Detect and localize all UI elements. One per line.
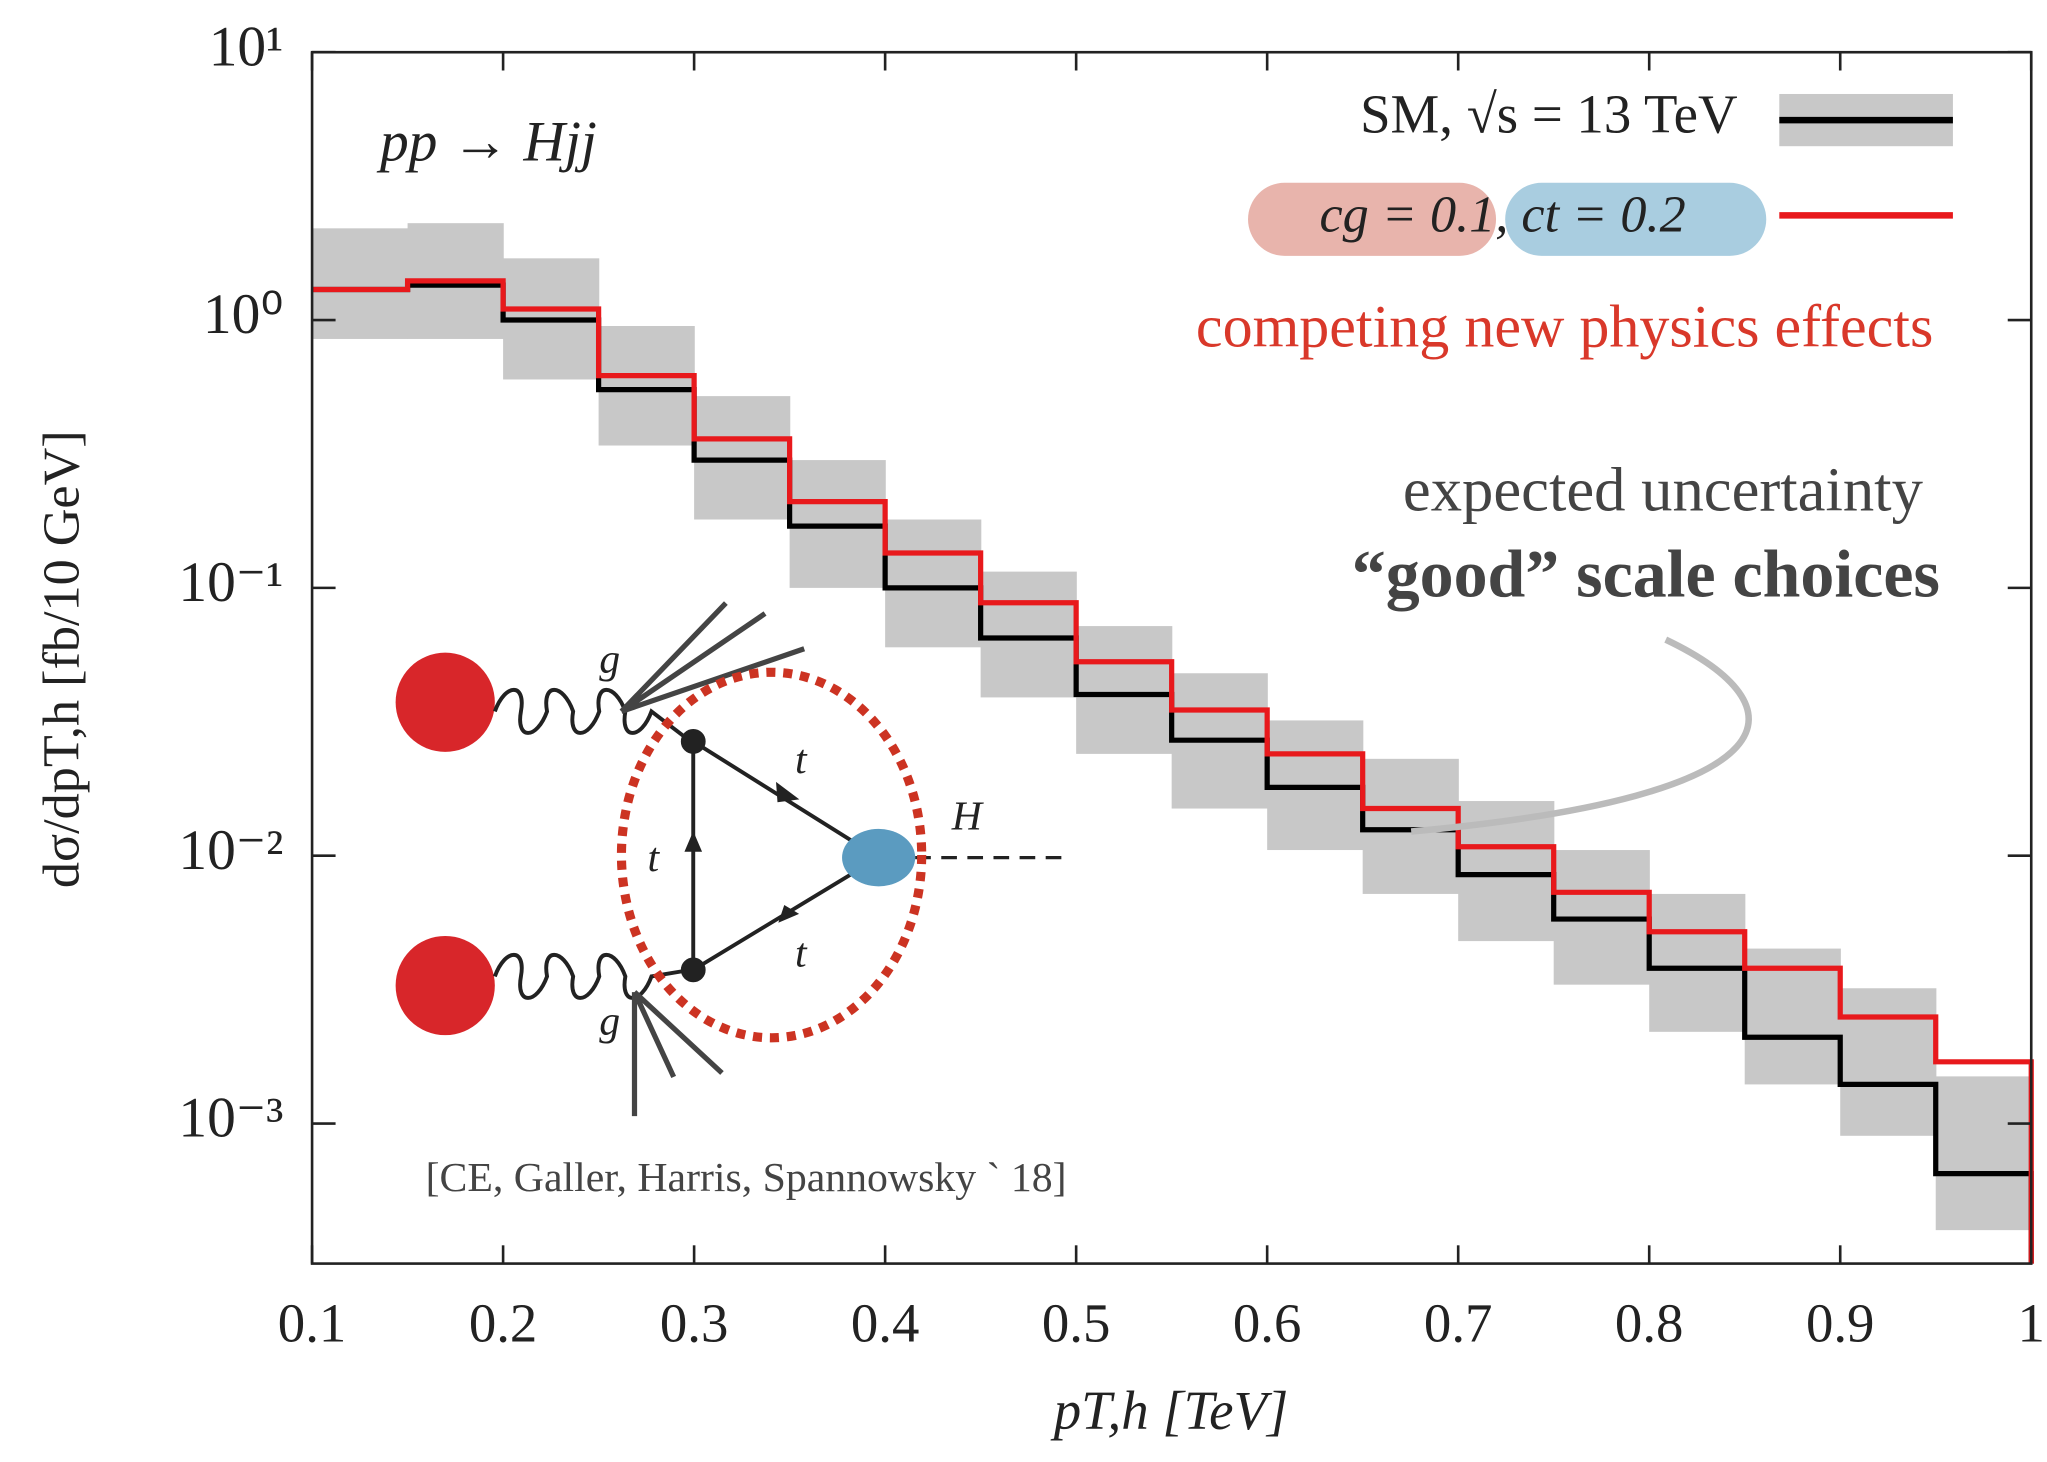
diagram-labels: g g t t t H: [599, 637, 984, 1045]
y-axis-label: dσ/dpT,h [fb/10 GeV]: [33, 430, 91, 888]
x-tick-label: 0.9: [1806, 1292, 1875, 1353]
y-tick-label: 10⁻¹: [178, 551, 283, 614]
band-bin: [598, 326, 695, 446]
diagram-label: t: [648, 835, 661, 881]
particle-blob: [395, 652, 495, 752]
x-tick-label: 0.1: [278, 1292, 347, 1353]
legend-pill: [1248, 182, 1497, 256]
y-tick-label: 10⁰: [203, 283, 283, 346]
process-label: pp → Hjj: [376, 111, 597, 174]
x-axis-label: pT,h [TeV]: [1050, 1380, 1289, 1441]
series-line: [312, 282, 2034, 1264]
x-tick-label: 0.4: [851, 1292, 920, 1353]
jets: [619, 601, 806, 1117]
diagram-label: H: [951, 793, 985, 839]
x-tick-label: 1: [2018, 1292, 2045, 1353]
legend-label: cg = 0.1, ct = 0.2: [1319, 185, 1685, 243]
effective-vertex: [842, 828, 916, 887]
x-tick-label: 0.8: [1615, 1292, 1684, 1353]
arrows: [684, 781, 800, 923]
y-tick-label: 10¹: [209, 15, 284, 78]
band-bin: [1649, 893, 1746, 1032]
citation: [CE, Galler, Harris, Spannowsky ` 18]: [426, 1155, 1067, 1201]
band-bin: [980, 571, 1077, 698]
band-bin: [1935, 1076, 2032, 1231]
plot-frame: [310, 50, 2033, 1265]
legend-pill: [1505, 182, 1767, 256]
diagram-label: g: [599, 637, 620, 683]
diagram-label: t: [795, 737, 808, 783]
headline: competing new physics effects: [1196, 293, 1933, 360]
band-bin: [885, 519, 982, 648]
annotation: “good” scale choices: [1352, 536, 1940, 611]
band-bin: [1744, 948, 1841, 1085]
x-tick-label: 0.7: [1424, 1292, 1493, 1353]
band-bin: [1840, 988, 1937, 1136]
gluon: [492, 953, 691, 1000]
x-tick-label: 0.2: [469, 1292, 538, 1353]
annotation: expected uncertainty: [1403, 454, 1924, 524]
series-line: [312, 278, 2034, 1264]
dotted-ellipse: [616, 667, 927, 1043]
pointer-curve: [1410, 636, 1752, 835]
y-tick-label: 10⁻³: [178, 1087, 283, 1150]
band-bin: [1076, 626, 1173, 754]
plot-area: [312, 223, 2034, 1264]
feynman-diagram: [395, 601, 1066, 1117]
diagram-label: t: [795, 930, 808, 976]
vertex: [680, 957, 706, 983]
band-bin: [312, 228, 409, 339]
particle-blob: [395, 935, 495, 1036]
x-tick-label: 0.6: [1233, 1292, 1302, 1353]
x-tick-label: 0.3: [660, 1292, 729, 1353]
legend-label: SM, √s = 13 TeV: [1360, 84, 1737, 145]
y-tick-label: 10⁻²: [178, 819, 283, 882]
x-tick-label: 0.5: [1042, 1292, 1111, 1353]
diagram-label: g: [599, 998, 620, 1044]
vertex: [680, 729, 706, 754]
